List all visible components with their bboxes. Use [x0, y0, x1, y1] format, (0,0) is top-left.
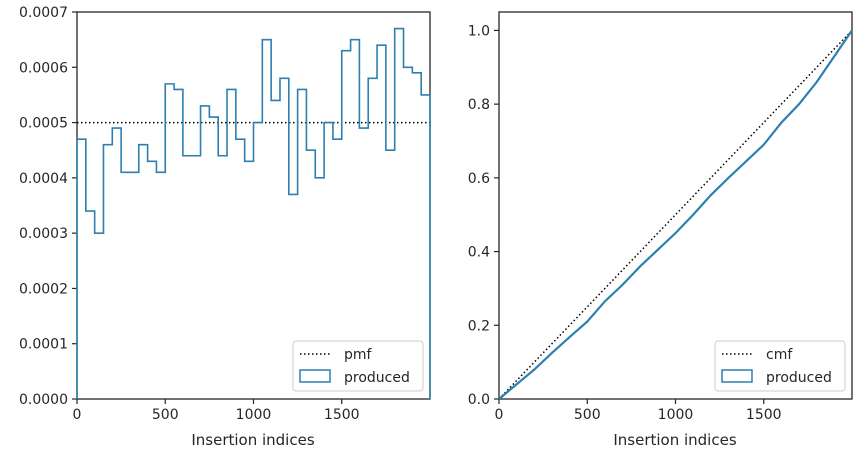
- x-axis-label-right: Insertion indices: [613, 431, 736, 449]
- x-tick-label-right: 500: [574, 407, 601, 423]
- y-tick-label-left: 0.0003: [19, 226, 68, 242]
- legend-label-produced-right: produced: [766, 370, 832, 386]
- legend-right: cmf produced: [714, 340, 846, 392]
- x-tick-label-right: 1500: [746, 407, 782, 423]
- x-tick-label-left: 1500: [324, 407, 360, 423]
- y-tick-label-left: 0.0002: [19, 281, 68, 297]
- legend-swatch-produced-right: [721, 369, 753, 383]
- produced-line: [498, 29, 853, 400]
- y-tick-label-right: 1.0: [468, 23, 490, 39]
- x-tick-label-right: 0: [495, 407, 504, 423]
- legend-label-produced-left: produced: [344, 370, 410, 386]
- legend-label-pmf: pmf: [344, 347, 373, 363]
- y-tick-label-left: 0.0006: [19, 60, 68, 76]
- x-tick-label-left: 500: [152, 407, 179, 423]
- x-tick-label-left: 0: [73, 407, 82, 423]
- x-axis-label-left: Insertion indices: [191, 431, 314, 449]
- y-tick-label-left: 0.0007: [19, 5, 68, 21]
- legend-swatch-produced-left: [299, 369, 331, 383]
- x-tick-label-left: 1000: [236, 407, 272, 423]
- y-tick-label-right: 0.6: [468, 171, 490, 187]
- y-tick-label-left: 0.0005: [19, 116, 68, 132]
- cmf-panel: 0 500 1000 1500 0.0 0.2 0.4 0.6 0.8 1.0 Insertion…: [468, 11, 853, 449]
- y-tick-label-left: 0.0001: [19, 337, 68, 353]
- y-tick-label-left: 0.0000: [19, 392, 68, 408]
- y-tick-label-right: 0.2: [468, 318, 490, 334]
- produced-histogram: [76, 27, 431, 399]
- legend-label-cmf: cmf: [766, 347, 793, 363]
- x-tick-label-right: 1000: [658, 407, 694, 423]
- y-tick-label-left: 0.0004: [19, 171, 68, 187]
- y-tick-label-right: 0.0: [468, 392, 490, 408]
- cmf-line: [498, 29, 853, 400]
- pmf-panel: 0 500 1000 1500 0.0000 0.0001 0.0002 0.0003 0.00…: [19, 5, 431, 449]
- legend-left: pmf produced: [292, 340, 424, 392]
- y-tick-label-right: 0.8: [468, 97, 490, 113]
- y-tick-label-right: 0.4: [468, 245, 490, 261]
